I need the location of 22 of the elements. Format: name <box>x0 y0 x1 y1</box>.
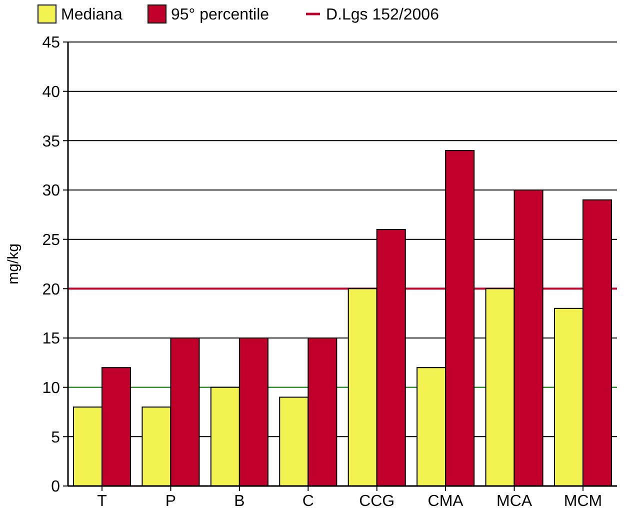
x-tick-label: CMA <box>428 493 464 510</box>
x-tick-label: MCA <box>496 493 532 510</box>
x-tick-label: CCG <box>359 493 395 510</box>
y-tick-label: 25 <box>42 232 60 249</box>
y-axis-title: mg/kg <box>5 244 22 284</box>
y-tick-label: 5 <box>51 429 60 446</box>
legend-label: 95° percentile <box>171 6 270 24</box>
x-tick-label: B <box>234 493 245 510</box>
y-tick-label: 10 <box>42 380 60 397</box>
x-tick-label: MCM <box>564 493 602 510</box>
x-tick-label: T <box>97 493 108 510</box>
y-tick-label: 30 <box>42 182 60 200</box>
y-tick-label: 40 <box>42 84 60 101</box>
y-tick-label: 15 <box>42 330 60 348</box>
y-tick-label: 35 <box>42 133 60 150</box>
x-tick-label: P <box>165 493 176 510</box>
x-tick-label: C <box>302 493 314 510</box>
y-tick-label: 20 <box>42 281 60 298</box>
y-tick-label: 45 <box>42 34 60 52</box>
legend-label: Mediana <box>61 6 122 24</box>
y-tick-label: 0 <box>51 478 60 496</box>
legend-label: D.Lgs 152/2006 <box>326 6 440 24</box>
